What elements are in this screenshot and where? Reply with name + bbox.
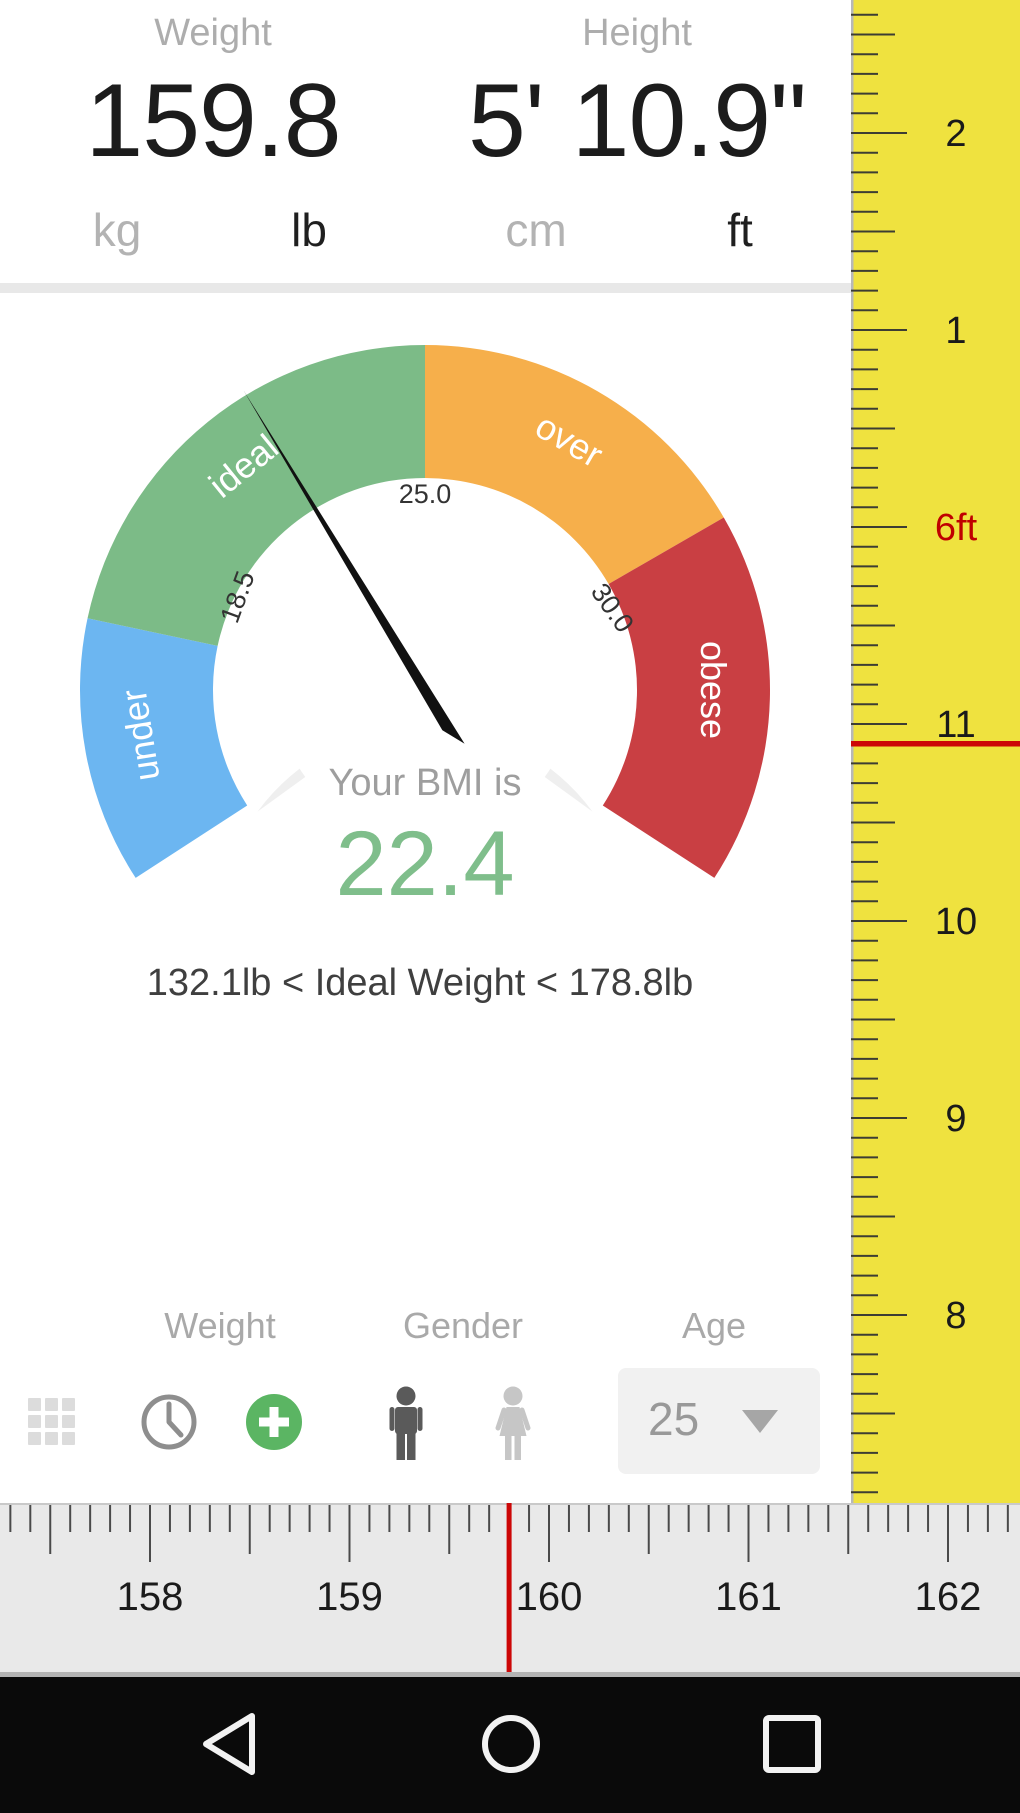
height-value: 5' 10.9" (468, 63, 807, 179)
gender-header: Gender (402, 1305, 524, 1346)
weight-header: Weight (154, 12, 272, 54)
bmi-caption: Your BMI is (328, 762, 522, 804)
height-ruler-label: 11 (936, 704, 975, 746)
weight-controls-header: Weight (164, 1305, 276, 1346)
height-ruler-label: 9 (945, 1098, 966, 1140)
age-dropdown-value: 25 (648, 1393, 700, 1445)
height-ruler[interactable]: 2 1 6ft 11 10 9 8 (851, 0, 1020, 1503)
unit-toggle-kg[interactable]: kg (92, 204, 142, 256)
gauge-tick-label: 25.0 (399, 479, 452, 509)
android-navbar (0, 1677, 1020, 1813)
weight-marker-line (506, 1503, 512, 1672)
control-icons-layer (28, 1386, 778, 1461)
add-entry-icon[interactable] (246, 1394, 302, 1450)
weight-ruler-label: 161 (715, 1575, 782, 1619)
gauge-segment-ideal (87, 345, 426, 646)
grid-icon[interactable] (28, 1398, 75, 1445)
gauge-needle (243, 390, 465, 744)
unit-toggle-lb[interactable]: lb (291, 204, 327, 256)
unit-toggle-ft[interactable]: ft (727, 204, 753, 256)
height-header: Height (582, 12, 692, 54)
age-dropdown-caret-icon[interactable] (742, 1410, 778, 1433)
section-divider (0, 283, 851, 293)
ruler-bottom-edge (0, 1672, 1020, 1677)
female-icon[interactable] (495, 1386, 531, 1461)
weight-ruler-label: 160 (516, 1575, 583, 1619)
gauge-segment-over (425, 345, 724, 584)
height-ruler-label: 2 (945, 113, 966, 155)
height-ruler-label: 10 (935, 901, 977, 943)
height-ruler-edge (851, 0, 854, 1503)
nav-back-icon[interactable] (203, 1713, 255, 1775)
age-dropdown[interactable] (618, 1368, 820, 1474)
age-header: Age (681, 1305, 747, 1346)
gauge-segment-obese (602, 517, 770, 878)
male-icon[interactable] (389, 1386, 423, 1461)
height-marker-line (851, 741, 1020, 747)
gauge-segment-under (79, 618, 248, 878)
weight-value: 159.8 (85, 63, 341, 179)
nav-recents-icon[interactable] (763, 1715, 821, 1773)
unit-toggle-cm[interactable]: cm (505, 204, 567, 256)
height-ruler-bg (851, 0, 1020, 1503)
history-clock-icon[interactable] (141, 1394, 197, 1450)
height-ruler-label: 1 (945, 310, 966, 352)
gauge-segment-label-obese: obese (693, 641, 734, 739)
bmi-value: 22.4 (335, 813, 515, 915)
ideal-weight-range: 132.1lb < Ideal Weight < 178.8lb (146, 962, 694, 1004)
height-ruler-label: 8 (945, 1295, 966, 1337)
weight-ruler[interactable]: 158 159 160 161 162 (0, 1503, 1020, 1672)
height-ruler-label: 6ft (935, 507, 978, 549)
weight-ruler-label: 158 (117, 1575, 184, 1619)
nav-home-icon[interactable] (482, 1715, 540, 1773)
weight-ruler-label: 159 (316, 1575, 383, 1619)
weight-ruler-label: 162 (915, 1575, 982, 1619)
